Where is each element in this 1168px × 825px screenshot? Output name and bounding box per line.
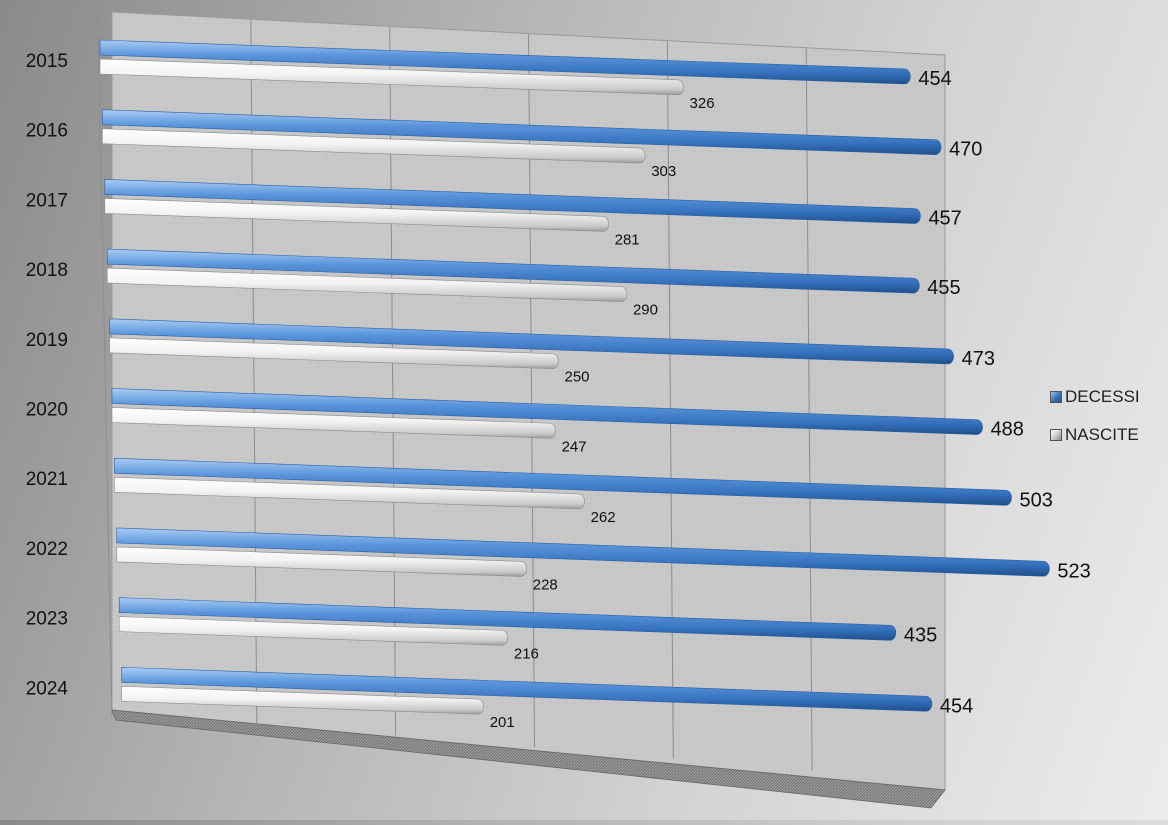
data-label-nascite-2019: 250: [565, 369, 590, 386]
data-label-decessi-2018: 455: [927, 277, 960, 299]
data-label-nascite-2020: 247: [562, 438, 587, 455]
data-label-decessi-2016: 470: [949, 139, 982, 161]
bar-decessi-2024: [121, 666, 933, 712]
legend: DECESSI NASCITE: [1050, 385, 1140, 461]
y-tick-label-2022: 2022: [26, 539, 68, 560]
bar-nascite-2024: [121, 685, 484, 715]
data-label-decessi-2020: 488: [991, 419, 1024, 441]
legend-swatch-nascite: [1050, 429, 1062, 441]
bars-layer: [99, 39, 1050, 715]
legend-label-decessi: DECESSI: [1065, 387, 1140, 406]
bar-decessi-2016: [102, 109, 942, 155]
legend-item-decessi: DECESSI: [1050, 385, 1140, 409]
data-label-nascite-2016: 303: [651, 163, 676, 180]
bar-nascite-2018: [106, 267, 628, 302]
data-label-nascite-2024: 201: [490, 714, 515, 731]
grid-line-400: [666, 40, 674, 759]
data-label-decessi-2017: 457: [928, 208, 961, 230]
bar-nascite-2019: [109, 337, 559, 370]
legend-item-nascite: NASCITE: [1050, 423, 1140, 447]
bar-decessi-2022: [116, 527, 1050, 577]
y-tick-label-2020: 2020: [26, 400, 68, 421]
y-tick-label-2015: 2015: [26, 51, 68, 72]
bar-nascite-2023: [118, 616, 509, 646]
bar-decessi-2023: [118, 597, 897, 641]
data-label-nascite-2018: 290: [633, 302, 658, 319]
y-tick-label-2017: 2017: [26, 190, 68, 211]
data-label-nascite-2017: 281: [615, 231, 640, 248]
bar-nascite-2017: [104, 198, 609, 232]
floor: [111, 709, 946, 809]
data-label-nascite-2021: 262: [591, 509, 616, 526]
bar-decessi-2017: [104, 179, 921, 224]
data-label-nascite-2015: 326: [690, 95, 715, 112]
y-tick-label-2019: 2019: [26, 330, 68, 351]
data-label-decessi-2021: 503: [1020, 489, 1053, 511]
data-label-decessi-2024: 454: [940, 695, 973, 717]
data-label-decessi-2023: 435: [904, 624, 937, 646]
y-axis-line: [97, 15, 113, 719]
bar-nascite-2022: [116, 546, 527, 577]
bar-decessi-2018: [106, 248, 920, 294]
y-tick-label-2016: 2016: [26, 121, 68, 142]
y-tick-label-2023: 2023: [26, 609, 68, 630]
data-label-nascite-2023: 216: [514, 645, 539, 662]
bar-decessi-2021: [114, 457, 1012, 506]
y-tick-label-2024: 2024: [26, 678, 69, 699]
data-label-decessi-2022: 523: [1057, 560, 1090, 582]
data-label-decessi-2019: 473: [962, 348, 995, 370]
bar-decessi-2020: [111, 388, 983, 435]
data-label-nascite-2022: 228: [533, 576, 558, 593]
y-tick-label-2018: 2018: [26, 260, 68, 281]
bar-nascite-2016: [102, 128, 646, 164]
grid-line-500: [805, 47, 813, 771]
bar-decessi-2019: [109, 318, 954, 365]
data-label-decessi-2015: 454: [918, 68, 951, 90]
labels-layer: 2015 454 326 2016 470 303 2017 457 281 2018 455 290…: [26, 51, 1091, 731]
y-tick-label-2021: 2021: [26, 469, 68, 490]
bar-decessi-2015: [99, 39, 911, 85]
bar-nascite-2021: [114, 476, 585, 510]
bar-nascite-2015: [99, 58, 684, 96]
legend-swatch-decessi: [1050, 391, 1062, 403]
legend-label-nascite: NASCITE: [1065, 425, 1139, 444]
bar-nascite-2020: [111, 407, 556, 439]
